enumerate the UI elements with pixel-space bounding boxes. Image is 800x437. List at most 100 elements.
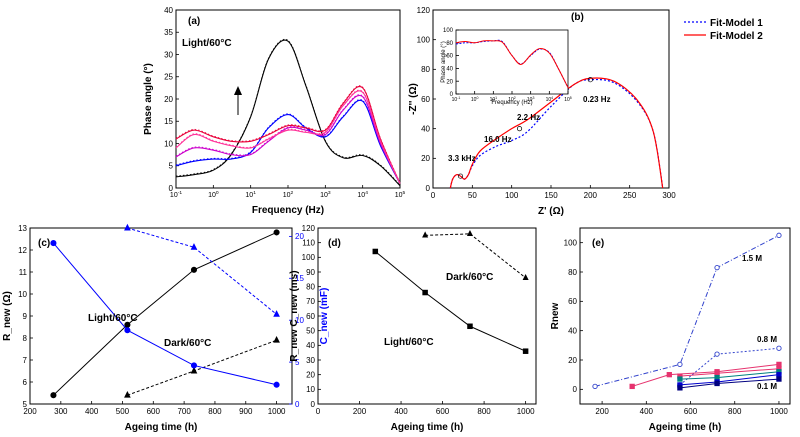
panel-e-point: [776, 232, 782, 238]
panel-a-series-blue-line: [175, 99, 401, 184]
panel-a-y-tick-label: 10: [164, 139, 173, 148]
panel-c-yr-tick-label: 5: [295, 358, 300, 367]
panel-e-point: [714, 264, 720, 271]
panel-a-x-tick-exponent: 3: [328, 190, 331, 196]
panel-a-series-red-line: [175, 86, 401, 184]
panel-b-y-tick-label: 20: [421, 154, 430, 163]
panel-e-point: [714, 374, 720, 381]
panel-b-legend: Fit-Model 1 Fit-Model 2: [684, 18, 763, 42]
panel-c-yr-tick-label: 0: [295, 400, 300, 409]
panel-b-x-tick-label: 150: [544, 191, 558, 200]
panel-a-ylabel: Phase angle (°): [143, 63, 154, 135]
panel-c-x-tick-label: 800: [208, 407, 222, 416]
panel-d-point: [422, 289, 428, 296]
inset-series: [455, 39, 569, 88]
panel-a-x-tick-label: 104: [357, 190, 368, 199]
panel-c-x-tick-label: 600: [147, 407, 161, 416]
panel-d-point: [522, 273, 529, 281]
panel-d-ann-dark: Dark/60°C: [446, 272, 493, 283]
inset-series-red: [455, 40, 569, 88]
panel-c-series: [50, 223, 280, 399]
panel-b-ylabel: -Z'' (Ω): [408, 83, 419, 115]
inset-x-tick-label: 103: [527, 96, 535, 103]
panel-e-point: [714, 370, 720, 376]
panel-a-series-purple-fit: [175, 94, 401, 183]
panel-a-x-tick-exponent: 0: [216, 190, 219, 196]
panel-d-y-tick-label: 50: [306, 326, 315, 335]
panel-e-point: [677, 376, 683, 382]
panel-e-y-tick-label: 80: [568, 268, 577, 277]
panel-a-x-tick-exponent: 5: [403, 190, 406, 196]
panel-a-y-tick-label: 15: [164, 117, 173, 126]
panel-d-y-tick-label: 10: [306, 385, 315, 394]
panel-c-point: [273, 229, 280, 236]
panel-e-ann-1-5m: 1.5 M: [742, 254, 762, 263]
panel-b-x-tick-label: 100: [505, 191, 519, 200]
panel-a-arrow-head: [234, 86, 242, 95]
panel-e-y-tick-label: 40: [568, 326, 577, 335]
panel-c-y-tick-label: 10: [18, 290, 27, 299]
panel-c-ylabel: R_new (Ω): [2, 291, 13, 341]
panel-c-x-tick-label: 400: [85, 407, 99, 416]
panel-a-y-tick-label: 25: [164, 73, 173, 82]
panel-e-x-tick-label: 1000: [770, 407, 788, 416]
panel-c-y-tick-label: 7: [23, 356, 28, 365]
panel-c-y-tick-label: 8: [23, 334, 28, 343]
inset-x-tick-exponent: 4: [551, 96, 553, 100]
inset-x-tick-label: 10-1: [452, 96, 461, 103]
panel-e-series-1-5-m: [594, 234, 780, 387]
inset-x-tick-exponent: -1: [457, 96, 460, 100]
panel-c-point: [124, 223, 131, 231]
panel-b-y-tick-label: 40: [421, 124, 430, 133]
panel-a-x-tick-label: 100: [208, 190, 219, 199]
panel-c-point: [124, 390, 131, 398]
panel-e-ylabel: Rnew: [550, 302, 561, 329]
panel-d-y-tick-label: 40: [306, 341, 315, 350]
panel-c-label: (c): [38, 238, 50, 249]
panel-a-y-tick-label: 5: [169, 162, 174, 171]
panel-d-ann-light: Light/60°C: [384, 337, 434, 348]
panel-e-y-tick-label: 20: [568, 356, 577, 365]
panel-c-y-tick-label: 12: [18, 246, 27, 255]
panel-b-ann-2-2hz: 2.2 Hz: [517, 113, 540, 122]
panel-a-series-black-line: [175, 39, 401, 187]
panel-e-frame: [579, 227, 791, 405]
panel-a-series-red-fit: [175, 85, 401, 183]
panel-d-ticks: 0 200 400 600 800 1000 0 10 20 30 40 50 60 70 80 90 100 1…: [302, 224, 535, 416]
panel-d-y-tick-label: 90: [306, 268, 315, 277]
panel-d: 0 200 400 600 800 100001020304050607080901001…: [289, 224, 537, 433]
panel-c-point: [50, 240, 57, 247]
panel-c-yr-tick-label: 15: [295, 274, 304, 283]
panel-e-point: [677, 385, 683, 391]
inset-x-tick-exponent: 0: [476, 96, 478, 100]
panel-c-x-tick-label: 300: [54, 407, 68, 416]
panel-d-x-tick-label: 1000: [517, 407, 535, 416]
panel-a-y-tick-label: 20: [164, 95, 173, 104]
panel-b-ann-16hz: 16.0 Hz: [484, 135, 512, 144]
panel-c-y-tick-label: 13: [18, 224, 27, 233]
legend-fit-model-2: Fit-Model 2: [710, 31, 763, 42]
inset-x-tick-label: 102: [508, 96, 516, 103]
panel-c-point: [50, 392, 57, 399]
panel-e-point: [776, 372, 782, 378]
panel-b-x-tick-label: 300: [662, 191, 676, 200]
panel-a-x-tick-exponent: 1: [253, 190, 256, 196]
panel-c-series-c-dark: [127, 227, 277, 315]
panel-e: 200 400 600 800 1000 0 20 40 60 80 100 (e) 1.5 M 0…: [550, 227, 791, 433]
panel-d-ylabel: R_new C_new (ms): [289, 270, 300, 361]
panel-b-x-tick-label: 0: [431, 191, 436, 200]
panel-d-y-tick-label: 60: [306, 312, 315, 321]
panel-b-data-point: [516, 126, 523, 132]
panel-c-x-tick-label: 900: [239, 407, 253, 416]
panel-c-ylabel-right: C_new (mF): [319, 288, 330, 345]
panel-a-y-tick-label: 35: [164, 28, 173, 37]
panel-c-y-tick-label: 9: [23, 312, 28, 321]
panel-a-series-blue-fit: [175, 99, 401, 183]
panel-a-series-purple-line: [175, 94, 401, 184]
panel-a-y-tick-label: 0: [169, 184, 174, 193]
panel-d-y-tick-label: 80: [306, 282, 315, 291]
panel-b-series-fit-model-2: [449, 77, 664, 189]
panel-b-data-point: [587, 77, 593, 83]
